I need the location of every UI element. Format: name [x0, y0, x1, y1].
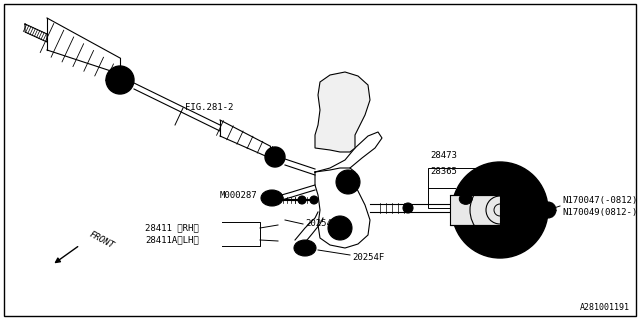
Text: 28411 ＜RH＞: 28411 ＜RH＞	[145, 223, 199, 233]
Text: M000287: M000287	[220, 190, 258, 199]
Circle shape	[452, 162, 548, 258]
Text: 28473: 28473	[430, 150, 457, 159]
Circle shape	[265, 147, 285, 167]
Circle shape	[403, 203, 413, 213]
Ellipse shape	[515, 234, 527, 244]
Ellipse shape	[493, 169, 506, 180]
Text: 28365: 28365	[430, 167, 457, 177]
Bar	[450, 195, 500, 225]
Circle shape	[336, 170, 360, 194]
Circle shape	[328, 216, 352, 240]
Ellipse shape	[528, 193, 541, 204]
Circle shape	[310, 196, 318, 204]
Text: N170047(-0812): N170047(-0812)	[562, 196, 637, 204]
Text: 20254D: 20254D	[305, 220, 337, 228]
Ellipse shape	[261, 190, 283, 206]
Text: A281001191: A281001191	[580, 303, 630, 313]
Ellipse shape	[460, 193, 472, 204]
Bar	[428, 168, 483, 208]
Ellipse shape	[294, 240, 316, 256]
Circle shape	[540, 202, 556, 218]
Ellipse shape	[472, 234, 485, 244]
Circle shape	[106, 66, 134, 94]
Text: 20254F: 20254F	[352, 253, 384, 262]
Polygon shape	[315, 72, 370, 152]
Text: FIG.281-2: FIG.281-2	[185, 103, 234, 113]
Circle shape	[298, 196, 306, 204]
Text: 28411A＜LH＞: 28411A＜LH＞	[145, 236, 199, 244]
Text: N170049(0812-): N170049(0812-)	[562, 209, 637, 218]
Text: FRONT: FRONT	[88, 230, 116, 250]
